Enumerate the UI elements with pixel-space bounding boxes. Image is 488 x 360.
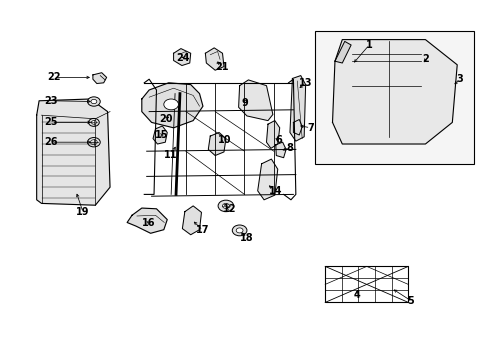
Text: 7: 7 bbox=[306, 123, 313, 133]
Polygon shape bbox=[173, 49, 190, 66]
Circle shape bbox=[88, 118, 99, 126]
Circle shape bbox=[163, 99, 178, 110]
Circle shape bbox=[87, 138, 100, 147]
Text: 12: 12 bbox=[223, 204, 236, 214]
Text: 20: 20 bbox=[159, 114, 173, 124]
Text: 6: 6 bbox=[275, 135, 282, 145]
Polygon shape bbox=[332, 40, 456, 144]
Bar bbox=[325, 266, 407, 302]
Text: 21: 21 bbox=[215, 62, 229, 72]
Circle shape bbox=[91, 121, 96, 124]
Text: 10: 10 bbox=[218, 135, 231, 145]
Polygon shape bbox=[153, 126, 167, 144]
Text: 11: 11 bbox=[164, 150, 178, 160]
Polygon shape bbox=[266, 121, 279, 148]
Text: 26: 26 bbox=[44, 137, 58, 147]
Text: 19: 19 bbox=[76, 207, 90, 217]
Polygon shape bbox=[257, 159, 277, 200]
Text: 8: 8 bbox=[286, 143, 293, 153]
Text: 16: 16 bbox=[142, 218, 156, 228]
Text: 13: 13 bbox=[298, 78, 312, 88]
Polygon shape bbox=[293, 120, 302, 135]
Circle shape bbox=[91, 99, 97, 104]
Text: 3: 3 bbox=[455, 74, 462, 84]
Circle shape bbox=[87, 97, 100, 106]
Polygon shape bbox=[127, 208, 167, 233]
Text: 9: 9 bbox=[241, 98, 247, 108]
Polygon shape bbox=[142, 83, 203, 128]
Text: 22: 22 bbox=[47, 72, 61, 82]
Polygon shape bbox=[37, 99, 110, 205]
Polygon shape bbox=[93, 73, 106, 84]
Text: 18: 18 bbox=[240, 233, 253, 243]
Text: 15: 15 bbox=[154, 130, 168, 140]
Text: 2: 2 bbox=[421, 54, 428, 64]
Text: 5: 5 bbox=[407, 296, 413, 306]
Text: 24: 24 bbox=[176, 53, 190, 63]
Polygon shape bbox=[205, 48, 224, 70]
Polygon shape bbox=[182, 206, 201, 235]
Text: 1: 1 bbox=[365, 40, 372, 50]
Polygon shape bbox=[334, 41, 350, 63]
Polygon shape bbox=[238, 80, 272, 121]
Circle shape bbox=[218, 200, 233, 212]
Polygon shape bbox=[208, 132, 225, 156]
Text: 17: 17 bbox=[196, 225, 209, 235]
Text: 25: 25 bbox=[44, 117, 58, 127]
Text: 4: 4 bbox=[353, 290, 360, 300]
Circle shape bbox=[236, 228, 243, 233]
Circle shape bbox=[232, 225, 246, 236]
Circle shape bbox=[222, 203, 229, 208]
Polygon shape bbox=[275, 142, 285, 158]
Text: 14: 14 bbox=[268, 186, 282, 196]
Bar bbox=[315, 31, 473, 164]
Text: 23: 23 bbox=[44, 96, 58, 106]
Polygon shape bbox=[289, 76, 305, 141]
